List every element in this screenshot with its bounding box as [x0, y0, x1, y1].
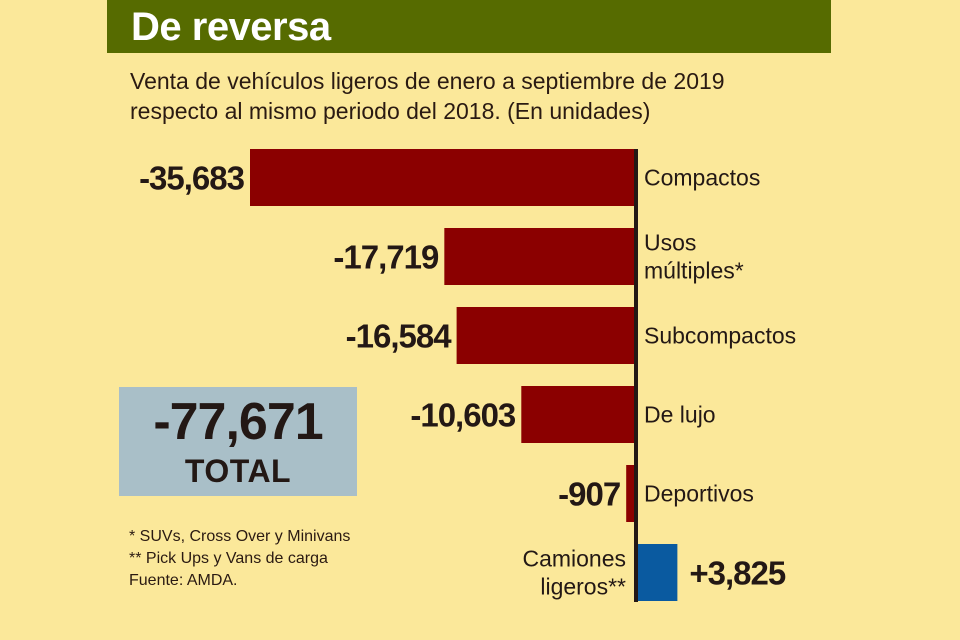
- footnotes: * SUVs, Cross Over y Minivans ** Pick Up…: [129, 526, 350, 592]
- chart-subtitle: Venta de vehículos ligeros de enero a se…: [130, 66, 830, 126]
- category-label-line: De lujo: [644, 402, 716, 428]
- subtitle-line-2: respecto al mismo periodo del 2018. (En …: [130, 98, 651, 124]
- category-label-line: Usos: [644, 230, 696, 256]
- footnote-pickups: ** Pick Ups y Vans de carga: [129, 550, 328, 567]
- category-label-line: ligeros**: [540, 574, 626, 600]
- bar-3: [521, 386, 636, 443]
- total-label: TOTAL: [184, 453, 292, 489]
- value-label-3: -10,603: [410, 397, 516, 434]
- title-band: De reversa: [107, 0, 831, 53]
- bar-0: [250, 149, 636, 206]
- value-label-4: -907: [558, 476, 620, 513]
- zero-axis-line: [634, 149, 638, 602]
- total-box: -77,671 TOTAL: [119, 387, 357, 496]
- category-label-line: Compactos: [644, 165, 760, 191]
- footnote-suv: * SUVs, Cross Over y Minivans: [129, 528, 351, 545]
- bar-1: [444, 228, 636, 285]
- category-label-0: Compactos: [644, 165, 760, 191]
- category-label-line: Camiones: [522, 546, 626, 572]
- category-label-5: Camiones ligeros**: [522, 546, 626, 600]
- category-label-1: Usos múltiples*: [644, 230, 744, 284]
- chart-title: De reversa: [131, 5, 331, 49]
- category-label-3: De lujo: [644, 402, 716, 428]
- category-label-2: Subcompactos: [644, 323, 796, 349]
- value-label-5: +3,825: [689, 555, 785, 592]
- category-label-line: múltiples*: [644, 258, 744, 284]
- value-label-0: -35,683: [139, 160, 245, 197]
- category-label-line: Subcompactos: [644, 323, 796, 349]
- subtitle-line-1: Venta de vehículos ligeros de enero a se…: [130, 68, 725, 94]
- total-value: -77,671: [153, 393, 323, 451]
- value-label-2: -16,584: [346, 318, 453, 355]
- source-note: Fuente: AMDA.: [129, 572, 238, 589]
- value-label-1: -17,719: [333, 239, 439, 276]
- bar-5: [636, 544, 678, 601]
- category-label-line: Deportivos: [644, 481, 754, 507]
- bar-2: [456, 307, 636, 364]
- category-label-4: Deportivos: [644, 481, 754, 507]
- bar-4: [626, 465, 636, 522]
